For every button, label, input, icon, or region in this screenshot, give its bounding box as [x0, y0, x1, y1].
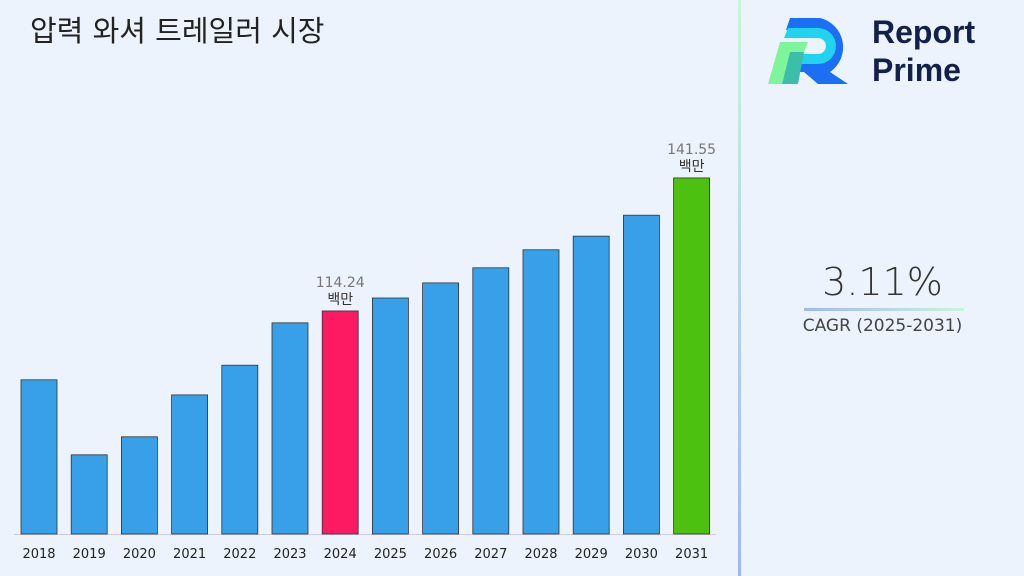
x-tick-label: 2026 [424, 547, 457, 562]
x-tick-label: 2029 [575, 547, 608, 562]
bar-2027 [472, 267, 510, 535]
bar-2030 [623, 214, 660, 535]
bar-2022 [221, 364, 259, 535]
data-label-value: 141.55 [667, 142, 716, 158]
data-label-unit: 백만 [679, 159, 705, 175]
x-tick-label: 2023 [273, 547, 306, 562]
bar-2031 [673, 177, 710, 535]
bar-2023 [271, 322, 309, 535]
x-tick-label: 2028 [524, 547, 557, 562]
bar-2024 [321, 310, 359, 535]
bar-2018 [20, 379, 58, 535]
x-tick-label: 2024 [324, 547, 357, 562]
bar-2019 [70, 454, 108, 535]
logo-text-prime: Prime [872, 52, 961, 88]
cagr-value: 3.11% [822, 260, 943, 304]
logo-text-report: Report [872, 14, 976, 50]
bar-2021 [171, 394, 209, 535]
x-tick-label: 2022 [223, 547, 256, 562]
x-tick-label: 2018 [22, 547, 55, 562]
bar-2025 [371, 297, 409, 535]
x-tick-label: 2030 [625, 547, 658, 562]
bar-2029 [572, 235, 610, 535]
bar-2020 [121, 436, 158, 535]
x-tick-label: 2020 [123, 547, 156, 562]
bar-chart: 2018 2019 2020 2021 2022 2023 2024114.24백만2025… [14, 142, 716, 562]
x-tick-label: 2019 [73, 547, 106, 562]
bar-2026 [422, 282, 460, 535]
divider [738, 0, 741, 576]
cagr-label: CAGR (2025-2031) [802, 316, 963, 336]
data-label-value: 114.24 [316, 275, 365, 291]
x-tick-label: 2021 [173, 547, 206, 562]
chart-title: 압력 와셔 트레일러 시장 [30, 14, 325, 48]
x-tick-label: 2027 [474, 547, 507, 562]
cagr-underline [804, 308, 964, 311]
bar-2028 [522, 249, 560, 535]
x-tick-label: 2025 [374, 547, 407, 562]
x-tick-label: 2031 [675, 547, 708, 562]
report-prime-logo-icon [768, 18, 848, 84]
data-label-unit: 백만 [327, 292, 353, 308]
